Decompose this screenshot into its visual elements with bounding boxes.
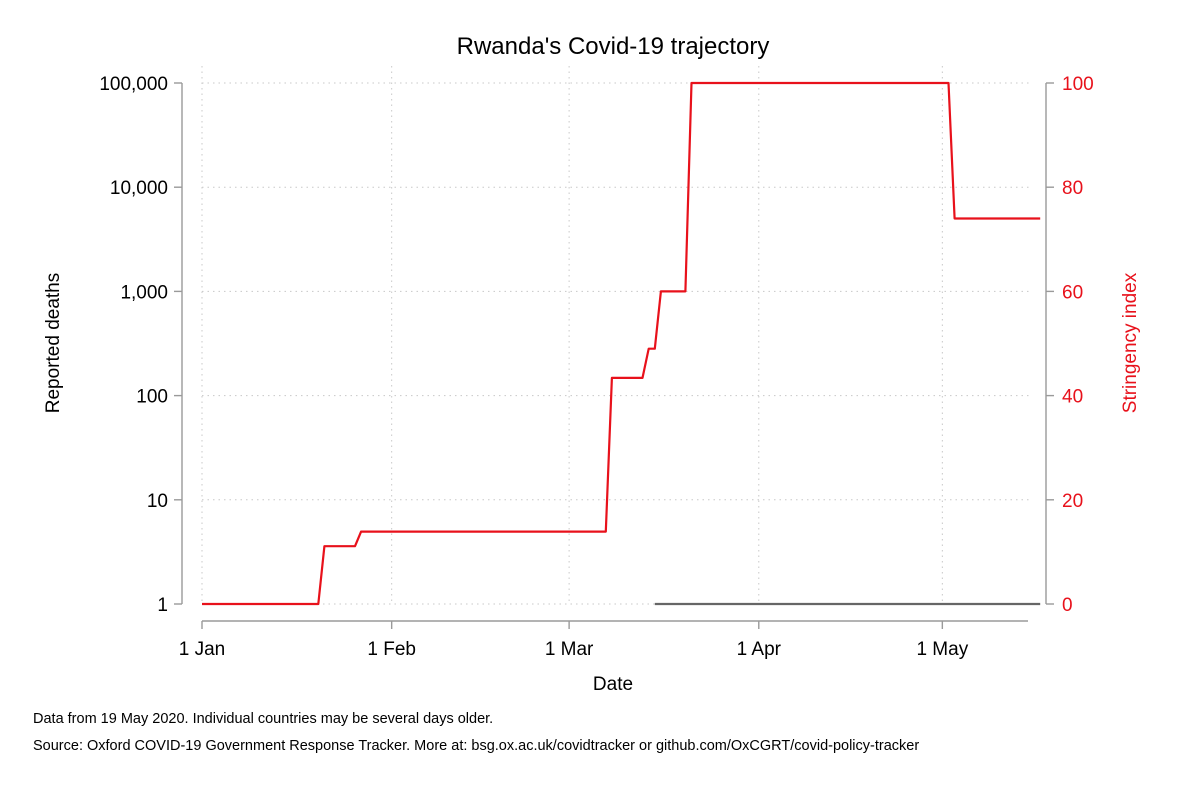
x-tick-label: 1 May (916, 639, 968, 660)
x-tick-label: 1 Mar (545, 639, 594, 660)
x-tick-label: 1 Jan (179, 639, 225, 660)
right-tick-label: 20 (1062, 491, 1083, 512)
left-tick-label: 10,000 (110, 178, 168, 199)
source-note: Source: Oxford COVID-19 Government Respo… (33, 738, 920, 754)
x-tick-label: 1 Apr (737, 639, 782, 660)
right-tick-label: 60 (1062, 282, 1083, 303)
right-tick-label: 100 (1062, 74, 1094, 95)
right-tick-label: 0 (1062, 595, 1073, 616)
stringency-index-line (202, 81, 1041, 606)
gridlines (201, 66, 1030, 605)
right-tick-label: 40 (1062, 387, 1083, 408)
left-tick-label: 100 (136, 387, 168, 408)
left-axis-title: Reported deaths (43, 273, 64, 414)
left-tick-label: 1,000 (120, 282, 168, 303)
chart-text: Rwanda's Covid-19 trajectory Date Report… (43, 33, 1141, 695)
left-tick-label: 10 (147, 491, 168, 512)
left-tick-label: 100,000 (99, 74, 168, 95)
series (202, 81, 1041, 606)
left-tick-label: 1 (157, 595, 168, 616)
x-axis-title: Date (593, 674, 633, 695)
axes: 1 10 100 1,000 10,000 100,000 0 20 40 60 80 100 1 Ja… (99, 74, 1093, 660)
data-date-note: Data from 19 May 2020. Individual countr… (33, 711, 494, 727)
chart-title: Rwanda's Covid-19 trajectory (457, 33, 770, 60)
right-tick-label: 80 (1062, 178, 1083, 199)
chart-canvas: 1 10 100 1,000 10,000 100,000 0 20 40 60 80 100 1 Ja… (43, 33, 1141, 695)
right-axis-title: Stringency index (1120, 272, 1141, 413)
x-tick-label: 1 Feb (367, 639, 416, 660)
